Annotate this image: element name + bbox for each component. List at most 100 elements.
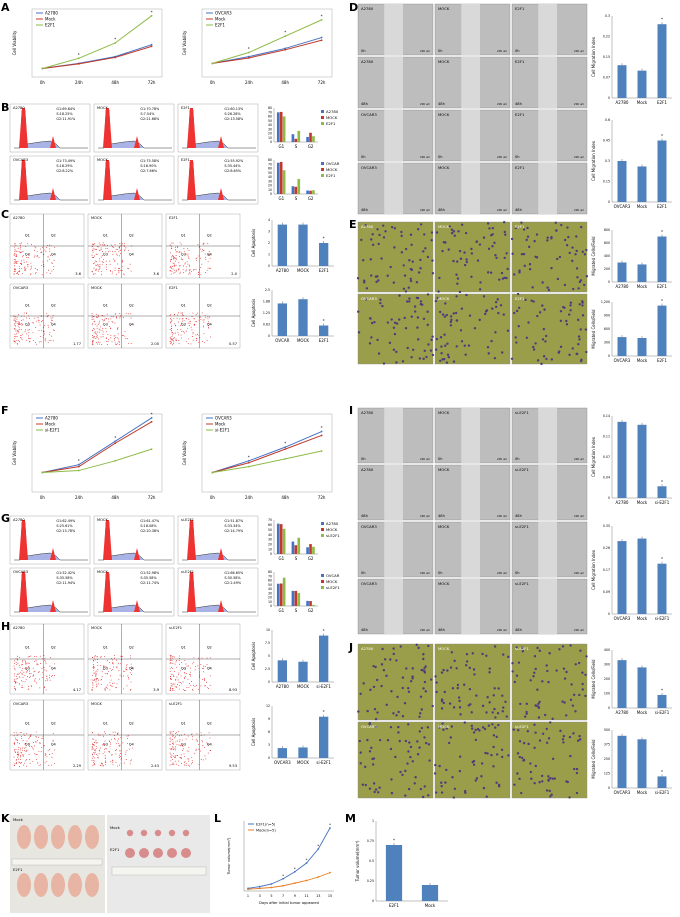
event-dot xyxy=(25,340,27,342)
event-dot xyxy=(35,247,37,249)
event-dot xyxy=(52,739,54,741)
group-label: Mock xyxy=(110,825,121,830)
data-point xyxy=(114,442,117,445)
event-dot xyxy=(95,739,97,741)
event-dot xyxy=(130,667,132,669)
cell xyxy=(426,323,429,327)
cell xyxy=(446,669,449,672)
event-dot xyxy=(18,683,20,685)
event-dot xyxy=(17,754,19,755)
event-dot xyxy=(208,325,210,327)
event-dot xyxy=(107,673,109,675)
event-dot xyxy=(37,762,39,764)
event-dot xyxy=(203,759,204,761)
event-dot xyxy=(14,268,16,269)
event-dot xyxy=(31,243,33,245)
event-dot xyxy=(22,740,24,741)
event-dot xyxy=(19,248,21,250)
sample-label: A2780 xyxy=(361,467,374,472)
bar xyxy=(282,577,286,606)
event-dot xyxy=(103,666,104,668)
event-dot xyxy=(23,269,25,271)
event-dot xyxy=(95,750,97,752)
event-dot xyxy=(179,271,181,273)
event-dot xyxy=(25,661,27,663)
event-dot xyxy=(169,660,171,661)
event-dot xyxy=(30,673,32,674)
event-dot xyxy=(95,332,97,334)
quadrant-label: Q3 xyxy=(181,253,186,257)
cell xyxy=(572,767,576,771)
event-dot xyxy=(169,655,171,657)
event-dot xyxy=(35,736,37,738)
cell xyxy=(447,248,450,251)
event-dot xyxy=(92,756,94,757)
event-dot xyxy=(178,735,180,737)
event-dot xyxy=(116,659,118,661)
event-dot xyxy=(38,764,40,766)
event-dot xyxy=(113,657,115,659)
cell xyxy=(356,277,360,280)
cell xyxy=(475,240,478,243)
event-dot xyxy=(173,265,175,267)
event-dot xyxy=(181,257,183,259)
event-dot xyxy=(32,332,34,334)
event-dot xyxy=(91,757,93,759)
cell xyxy=(460,307,464,310)
event-dot xyxy=(171,733,173,735)
event-dot xyxy=(41,667,43,669)
event-dot xyxy=(175,732,177,734)
series-line xyxy=(42,448,152,473)
micro-J: MOCK xyxy=(434,643,511,721)
y-tick: 0 xyxy=(372,899,374,903)
cell xyxy=(538,781,541,784)
cell xyxy=(474,779,478,782)
cell xyxy=(364,224,367,227)
cell xyxy=(386,274,389,277)
data-point xyxy=(320,18,323,21)
cell xyxy=(547,775,550,778)
cell xyxy=(500,748,504,752)
x-tick: Mock xyxy=(637,358,648,363)
event-dot xyxy=(29,759,31,761)
cell xyxy=(547,288,551,292)
event-dot xyxy=(124,668,126,670)
event-dot xyxy=(172,242,174,244)
bar xyxy=(617,735,627,788)
x-tick: 7 xyxy=(282,894,284,898)
event-dot xyxy=(47,324,49,326)
x-tick: G1 xyxy=(279,196,285,201)
cell xyxy=(522,741,526,745)
cell xyxy=(400,230,403,234)
cell xyxy=(528,267,532,271)
x-tick: 24h xyxy=(75,80,83,85)
event-dot xyxy=(108,671,110,673)
event-dot xyxy=(195,337,197,339)
cell xyxy=(385,703,388,707)
event-dot xyxy=(14,336,16,337)
cell xyxy=(440,784,443,788)
event-dot xyxy=(21,680,22,682)
event-dot xyxy=(20,337,21,338)
panel-label-H: H xyxy=(1,620,11,633)
event-dot xyxy=(209,254,211,256)
histogram-frame xyxy=(9,567,91,617)
event-dot xyxy=(101,274,103,276)
scratch-gap xyxy=(384,163,403,214)
event-dot xyxy=(171,256,173,258)
event-dot xyxy=(28,662,30,664)
event-dot xyxy=(204,685,206,687)
scale-label: 200 um xyxy=(497,628,507,632)
cell xyxy=(501,694,504,697)
event-dot xyxy=(34,753,36,754)
cell xyxy=(490,753,493,757)
phase-stat: G2:20.38% xyxy=(140,529,160,533)
scratch-gap xyxy=(461,57,480,108)
cell xyxy=(541,304,544,307)
x-tick: 24h xyxy=(245,495,253,500)
data-point xyxy=(77,463,80,466)
cell xyxy=(441,313,445,316)
